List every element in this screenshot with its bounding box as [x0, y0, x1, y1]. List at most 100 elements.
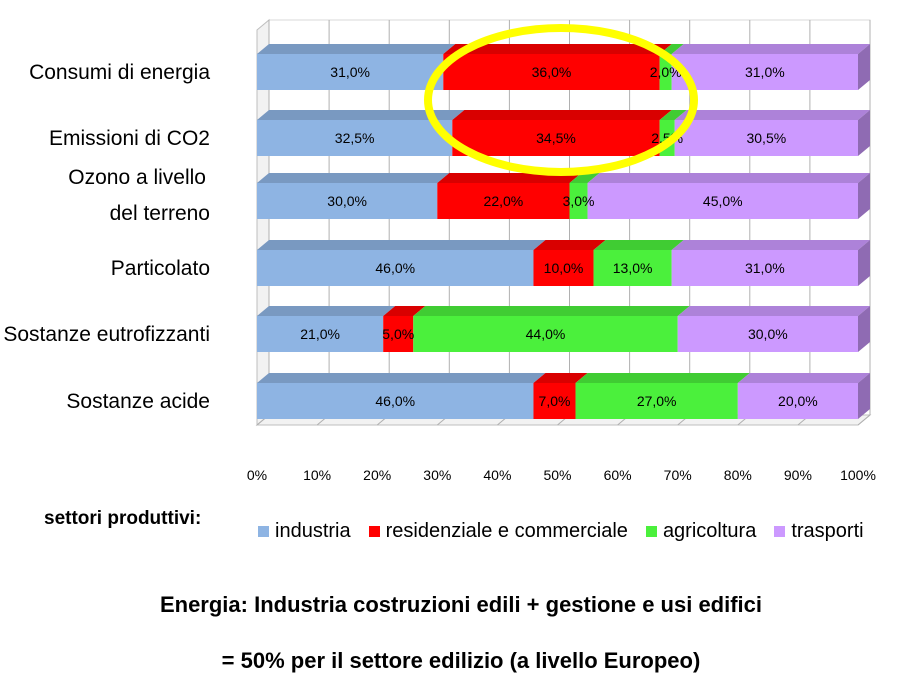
- bar-segment: [671, 54, 858, 90]
- bar-segment: [257, 316, 384, 352]
- bar-segment-top: [671, 240, 870, 250]
- data-label: 32,5%: [335, 130, 375, 146]
- category-label: Particolato: [111, 257, 210, 280]
- bar-segment-top: [593, 240, 684, 250]
- bar-segment: [533, 383, 576, 419]
- data-label: 44,0%: [526, 326, 566, 342]
- data-label: 31,0%: [745, 260, 785, 276]
- data-label: 45,0%: [703, 193, 743, 209]
- bar-segment-top: [257, 240, 546, 250]
- legend: settori produttivi: industria residenzial…: [0, 508, 922, 548]
- bar-segment: [737, 383, 858, 419]
- data-label: 30,0%: [327, 193, 367, 209]
- note-settore-edilizio: = 50% per il settore edilizio (a livello…: [221, 648, 701, 673]
- legend-swatch: [368, 526, 380, 537]
- data-label: 5,0%: [382, 326, 414, 342]
- note-energia: Energia: Industria costruzioni edili + g…: [159, 592, 763, 617]
- bar-segment-top: [257, 306, 396, 316]
- category-label: Emissioni di CO2: [49, 127, 210, 150]
- bar-segment: [257, 54, 444, 90]
- bar-segment-top: [443, 44, 672, 54]
- x-tick-label: 0%: [247, 467, 267, 483]
- bar-segment: [257, 250, 534, 286]
- x-tick-label: 90%: [784, 467, 812, 483]
- bar-segment-top: [533, 240, 606, 250]
- bar-segment-top: [533, 373, 588, 383]
- x-tick-label: 70%: [664, 467, 692, 483]
- category-label: Ozono a livello: [68, 166, 206, 189]
- bar-segment-side: [858, 110, 870, 156]
- bar-segment: [677, 316, 858, 352]
- bar-segment: [659, 54, 672, 90]
- legend-swatch: [258, 526, 269, 537]
- bar-segment-top: [383, 306, 426, 316]
- data-label: 36,0%: [532, 64, 572, 80]
- bar-segment-side: [858, 240, 870, 286]
- bar-segment-top: [587, 173, 870, 183]
- x-tick-label: 10%: [303, 467, 331, 483]
- gridline-floor: [857, 414, 871, 426]
- bar-segment: [674, 120, 858, 156]
- data-label: 30,5%: [746, 130, 786, 146]
- data-label: 13,0%: [613, 260, 653, 276]
- category-label: Consumi di energia: [29, 61, 210, 84]
- bar-segment-top: [257, 173, 450, 183]
- data-label: 30,0%: [748, 326, 788, 342]
- legend-label: industria: [275, 520, 351, 542]
- bar-segment-top: [413, 306, 690, 316]
- data-label: 10,0%: [544, 260, 584, 276]
- bar-segment: [257, 383, 534, 419]
- data-label: 31,0%: [330, 64, 370, 80]
- bar-segment: [671, 250, 858, 286]
- x-tick-label: 80%: [724, 467, 752, 483]
- data-label: 3,0%: [563, 193, 595, 209]
- bar-segment: [437, 183, 570, 219]
- legend-label: residenziale e commerciale: [385, 520, 628, 542]
- bar-segment: [575, 383, 738, 419]
- bar-segment-top: [575, 373, 750, 383]
- x-tick-label: 60%: [604, 467, 632, 483]
- legend-item: residenziale e commerciale: [368, 520, 628, 543]
- bar-segment: [533, 250, 594, 286]
- bar-segment: [593, 250, 672, 286]
- bar-segment: [452, 120, 660, 156]
- stacked-bar-chart: 0% 10% 20% 30% 40% 50% 60% 70% 80% 90% 100% 31,0% 36…: [3, 18, 876, 483]
- legend-title: settori produttivi:: [44, 508, 202, 529]
- bar-segment-side: [858, 44, 870, 90]
- bar-segment: [569, 183, 588, 219]
- legend-label: agricoltura: [662, 520, 757, 542]
- bar-segment-top: [257, 110, 465, 120]
- category-label: Sostanze acide: [66, 390, 210, 413]
- legend-item: trasporti: [774, 520, 864, 543]
- bar-segment: [413, 316, 678, 352]
- bar-segment-side: [858, 306, 870, 352]
- legend-item: industria: [258, 520, 351, 543]
- category-label: del terreno: [110, 202, 210, 225]
- bar-segment-side: [858, 373, 870, 419]
- legend-swatch: [774, 526, 786, 537]
- x-tick-label: 100%: [840, 467, 876, 483]
- bar-segment-top: [674, 110, 870, 120]
- data-label: 21,0%: [300, 326, 340, 342]
- bar-segment: [383, 316, 414, 352]
- data-label: 46,0%: [375, 260, 415, 276]
- data-label: 34,5%: [536, 130, 576, 146]
- bar-segment: [257, 183, 438, 219]
- legend-items: industria residenziale e commerciale agric…: [258, 520, 882, 543]
- data-label: 7,0%: [539, 393, 571, 409]
- bar-segment-top: [569, 173, 600, 183]
- data-label: 22,0%: [484, 193, 524, 209]
- bar-segment-top: [257, 373, 546, 383]
- legend-label: trasporti: [791, 520, 864, 542]
- x-tick-label: 50%: [543, 467, 571, 483]
- x-tick-label: 30%: [423, 467, 451, 483]
- bar-segment-top: [737, 373, 870, 383]
- x-tick-label: 40%: [483, 467, 511, 483]
- data-label: 2,0%: [650, 64, 682, 80]
- legend-item: agricoltura: [645, 520, 757, 543]
- data-label: 20,0%: [778, 393, 818, 409]
- highlight-ellipse: [424, 24, 698, 176]
- bar-segment-top: [659, 110, 687, 120]
- x-tick-label: 20%: [363, 467, 391, 483]
- bar-segment-top: [452, 110, 672, 120]
